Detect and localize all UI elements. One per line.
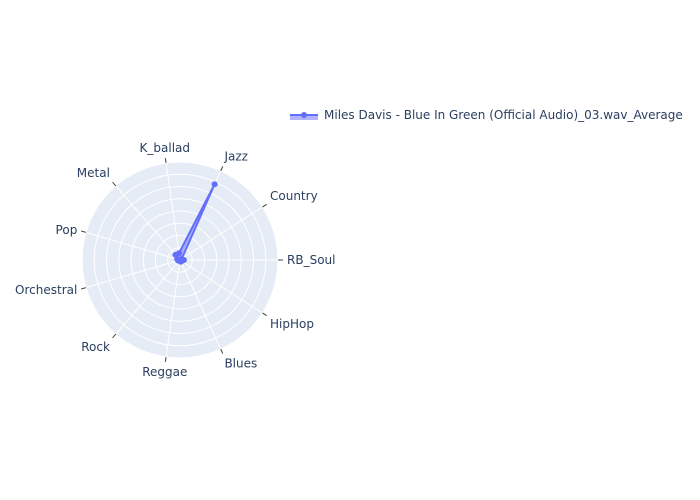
category-label-pop: Pop: [56, 223, 78, 237]
grid-spoke: [115, 185, 181, 261]
axis-labels: RB_Soul HipHop Blues Reggae Rock Orchestral Po…: [15, 141, 335, 379]
category-label-orchestral: Orchestral: [15, 283, 77, 297]
category-label-rock: Rock: [81, 340, 110, 354]
series-layer: [172, 181, 218, 265]
axis-tick: [81, 287, 87, 290]
category-label-metal: Metal: [77, 166, 110, 180]
axis-tick: [112, 333, 117, 339]
grid-spoke: [165, 162, 181, 261]
grid-spoke: [115, 259, 181, 335]
legend-fill-swatch: [290, 115, 318, 120]
grid-spoke: [85, 259, 181, 289]
legend-series-name: Miles Davis - Blue In Green (Official Au…: [324, 108, 683, 122]
axis-tick: [262, 312, 267, 317]
axis-tick: [164, 356, 167, 363]
category-label-reggae: Reggae: [142, 365, 187, 379]
axis-tick: [164, 157, 167, 164]
category-label-blues: Blues: [224, 356, 257, 370]
data-point-k_ballad: [176, 250, 183, 257]
grid-spoke: [179, 259, 263, 314]
category-label-rb_soul: RB_Soul: [287, 253, 335, 267]
axis-tick: [81, 230, 87, 233]
grid-spoke: [179, 259, 222, 350]
data-point-jazz: [211, 181, 218, 188]
grid-spoke: [85, 231, 181, 261]
category-label-country: Country: [270, 189, 318, 203]
category-label-hiphop: HipHop: [270, 317, 314, 331]
legend[interactable]: Miles Davis - Blue In Green (Official Au…: [290, 108, 683, 122]
data-point-country: [178, 255, 185, 262]
grid-spoke: [179, 206, 263, 261]
axis-tick: [220, 166, 224, 172]
axis-tick: [262, 203, 267, 208]
grid-spoke: [165, 259, 181, 358]
axis-tick: [112, 181, 117, 187]
category-label-jazz: Jazz: [223, 150, 248, 164]
category-label-k_ballad: K_ballad: [140, 141, 190, 155]
axis-tick: [220, 348, 224, 354]
